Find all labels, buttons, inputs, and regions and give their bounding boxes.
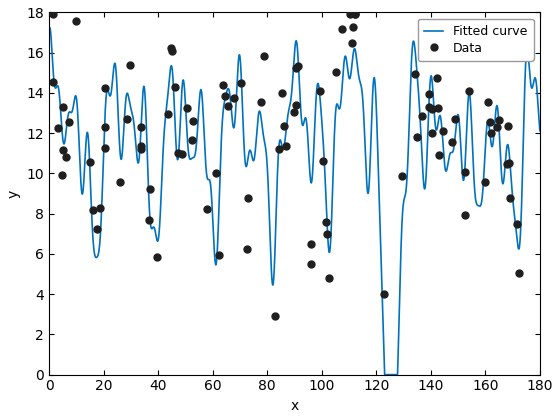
Fitted curve bbox=[183, 118, 190, 123]
Fitted curve bbox=[46, 29, 53, 34]
Legend: Fitted curve, Data: Fitted curve, Data bbox=[418, 19, 534, 61]
Data bbox=[293, 103, 300, 108]
Data bbox=[516, 270, 522, 276]
Data bbox=[271, 314, 278, 319]
Data bbox=[494, 125, 501, 130]
Line: Fitted curve: Fitted curve bbox=[49, 28, 540, 375]
Fitted curve bbox=[46, 25, 53, 30]
Fitted curve bbox=[351, 46, 358, 51]
X-axis label: x: x bbox=[290, 399, 298, 413]
Fitted curve bbox=[343, 55, 349, 60]
Data bbox=[138, 146, 144, 151]
Fitted curve bbox=[536, 128, 543, 133]
Y-axis label: y: y bbox=[7, 189, 21, 198]
Fitted curve bbox=[536, 126, 543, 131]
Data bbox=[505, 123, 511, 129]
Fitted curve bbox=[490, 137, 497, 142]
Fitted curve bbox=[151, 226, 158, 231]
Fitted curve bbox=[381, 372, 388, 377]
Data bbox=[324, 231, 330, 236]
Data bbox=[147, 186, 153, 192]
Data bbox=[49, 12, 56, 17]
Line: Data: Data bbox=[49, 11, 523, 320]
